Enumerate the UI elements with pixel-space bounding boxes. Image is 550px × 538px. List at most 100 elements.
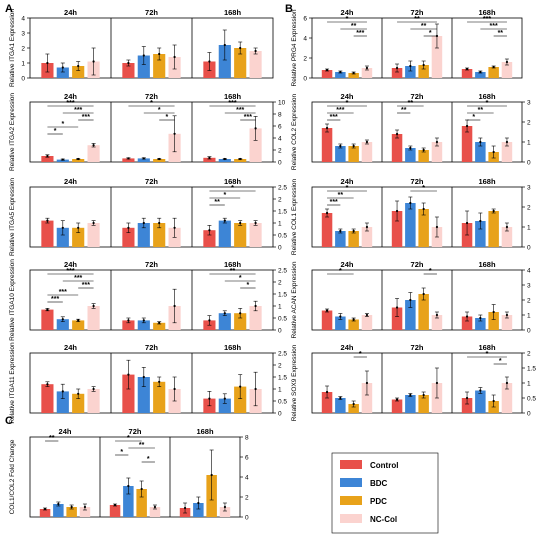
y-tick-label: 1 (527, 313, 531, 320)
data-point (479, 389, 482, 392)
significance-label: * (166, 114, 169, 121)
time-label: 72h (145, 343, 158, 352)
bar (405, 66, 416, 78)
y-tick-label: 10 (278, 100, 286, 107)
significance-label: * (472, 114, 475, 121)
data-point (92, 60, 95, 63)
data-point (208, 60, 211, 63)
legend-swatch (340, 460, 362, 469)
data-point (223, 312, 226, 315)
bar (488, 211, 499, 247)
y-axis-label: Relative ITGA1 Expression (9, 9, 16, 87)
y-tick-label: 0 (527, 328, 531, 335)
bar (122, 158, 135, 162)
y-tick-label: 3 (21, 31, 25, 38)
bar (218, 45, 231, 78)
data-point (127, 373, 130, 376)
data-point (46, 219, 49, 222)
chart-itga5: 0 0.5 1 1.5 2 2.5 Relative ITGA5 Expression 24h… (9, 177, 287, 256)
time-label: 72h (411, 92, 424, 101)
y-tick-label: 2 (278, 280, 282, 287)
y-tick-label: 6 (303, 16, 307, 23)
bar (461, 316, 473, 330)
y-tick-label: 2 (303, 56, 307, 63)
significance-label: ** (478, 107, 484, 114)
significance-label: *** (483, 16, 491, 23)
data-point (142, 319, 145, 322)
data-point (127, 61, 130, 65)
time-label: 24h (341, 92, 354, 101)
data-point (505, 313, 509, 317)
bar (405, 203, 416, 247)
bar (137, 223, 150, 247)
bar (501, 315, 513, 330)
data-point (239, 157, 242, 161)
bar (461, 126, 473, 162)
bar (391, 68, 403, 78)
bar (72, 227, 85, 247)
bar (361, 142, 373, 162)
data-point (435, 140, 439, 144)
data-point (61, 226, 64, 229)
y-tick-label: 1 (21, 61, 25, 68)
data-point (92, 144, 95, 147)
significance-label: * (127, 435, 130, 442)
y-axis-label: COL1/COL2 Fold Change (9, 439, 16, 514)
significance-label: *** (82, 282, 90, 289)
bar (335, 398, 346, 413)
data-point (465, 221, 469, 225)
bar (87, 145, 100, 162)
y-tick-label: 1.5 (278, 209, 287, 216)
y-tick-label: 4 (527, 268, 531, 275)
legend-label: NC-Col (370, 515, 397, 524)
time-label: 168h (478, 343, 496, 352)
bar (137, 55, 150, 78)
significance-label: *** (330, 114, 338, 121)
y-tick-label: 4 (21, 16, 25, 23)
chart-itga1: 0 1 2 3 4 Relative ITGA1 Expression 24h 72h 168h (9, 8, 274, 87)
y-axis-label: Relative ITGA2 Expression (9, 93, 16, 171)
bar (79, 507, 91, 517)
bar (234, 223, 247, 247)
plot-frame (311, 17, 523, 79)
data-point (239, 221, 242, 225)
data-point (46, 61, 49, 65)
data-point (339, 229, 342, 233)
bar (475, 390, 486, 413)
y-tick-label: 6 (278, 124, 282, 131)
data-point (435, 381, 439, 385)
data-point (223, 157, 226, 161)
data-point (492, 209, 495, 213)
data-point (339, 70, 342, 74)
time-label: 24h (64, 343, 77, 352)
legend-label: PDC (370, 497, 387, 506)
data-point (77, 157, 80, 161)
bar (475, 72, 486, 78)
legend-label: BDC (370, 479, 388, 488)
data-point (505, 60, 509, 64)
bar (153, 223, 166, 247)
significance-label: * (239, 275, 242, 282)
bar (335, 72, 346, 78)
panel-label-c: C (5, 415, 13, 427)
bar (218, 220, 231, 247)
bar (56, 319, 69, 330)
y-tick-label: 0 (527, 411, 531, 418)
data-point (395, 306, 399, 309)
data-point (352, 402, 355, 406)
bar (391, 307, 403, 330)
data-point (422, 148, 425, 152)
data-point (77, 64, 80, 68)
significance-label: *** (244, 114, 252, 121)
y-tick-label: 4 (303, 36, 307, 43)
data-point (61, 66, 64, 69)
time-label: 72h (411, 343, 424, 352)
bar (218, 398, 231, 413)
data-point (492, 150, 495, 154)
bar (361, 68, 373, 78)
bar (488, 67, 499, 78)
significance-label: ** (414, 16, 420, 23)
chart-acan: 0 1 2 3 4 Relative ACAN Expression 24h 72h 168h *… (291, 260, 531, 338)
charts-layer: 0 1 2 3 4 Relative ITGA1 Expression 24h 72h 168h… (9, 8, 536, 522)
